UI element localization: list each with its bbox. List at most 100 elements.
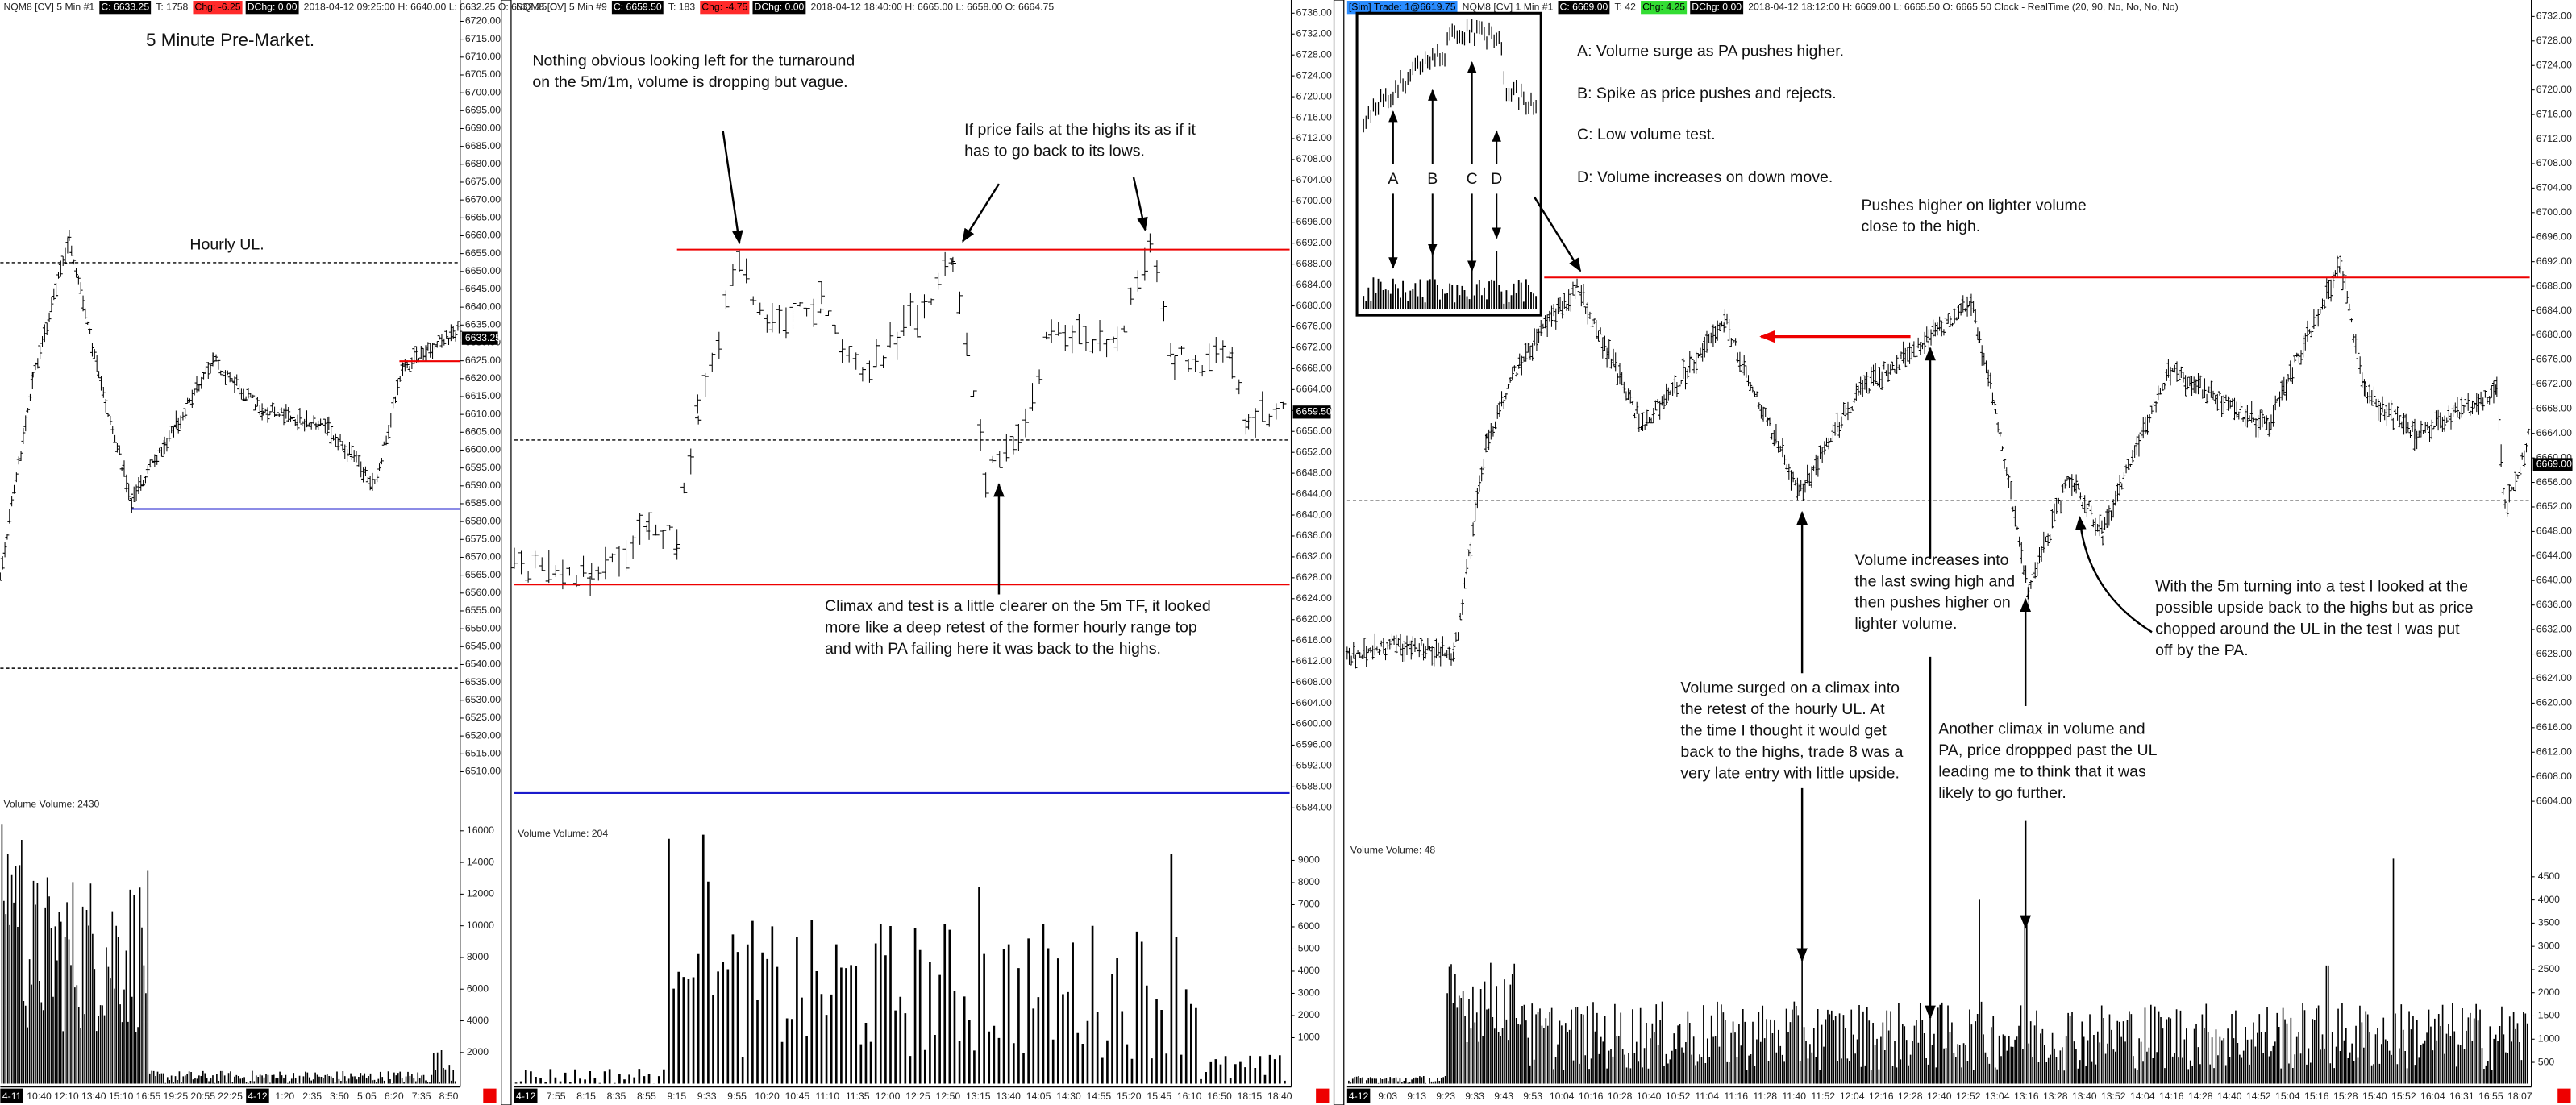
price-tick-label: 6515.00 (465, 748, 501, 759)
price-tick-label: 6620.00 (465, 372, 501, 384)
time-tick-label: 14:04 (2130, 1090, 2155, 1102)
price-tick-label: 6555.00 (465, 604, 501, 616)
time-tick-label: 20:55 (190, 1090, 215, 1102)
price-tick-label: 6684.00 (1296, 279, 1332, 290)
price-tick-label: 6675.00 (465, 176, 501, 187)
price-tick-label: 6640.00 (465, 301, 501, 312)
header-info: 2018-04-12 18:12:00 H: 6669.00 L: 6665.5… (1748, 1, 2178, 12)
annotation: Another climax in volume and (1938, 721, 2145, 738)
time-tick-label: 11:52 (1811, 1090, 1835, 1102)
annotation: 5 Minute Pre-Market. (146, 30, 314, 50)
annotation: PA, price droppped past the UL (1938, 742, 2157, 759)
header-box (99, 1, 152, 15)
price-tick-label: 6692.00 (2536, 255, 2572, 267)
price-tick-label: 6690.00 (465, 123, 501, 134)
time-tick-label: 10:40 (27, 1090, 52, 1102)
price-tick-label: 6570.00 (465, 551, 501, 563)
price-tick-label: 6724.00 (1296, 69, 1332, 81)
price-tick-label: 6680.00 (2536, 329, 2572, 340)
time-tick-label: 9:13 (1407, 1090, 1426, 1102)
header-close: C: 6633.25 (101, 1, 149, 12)
price-tick-label: 6656.00 (2536, 476, 2572, 488)
time-tick-label: 18:07 (2507, 1090, 2532, 1102)
time-tick-label: 11:28 (1753, 1090, 1777, 1102)
price-tick-label: 6610.00 (465, 408, 501, 419)
price-tick-label: 6724.00 (2536, 59, 2572, 70)
volume-tick-label: 3000 (1298, 987, 1320, 999)
time-tick-label: 10:16 (1579, 1090, 1604, 1102)
price-tick-label: 6608.00 (2536, 771, 2572, 782)
header-change: Chg: 4.25 (1642, 1, 1685, 12)
last-price-box (461, 331, 498, 345)
price-tick-label: 6728.00 (2536, 35, 2572, 46)
price-tick-label: 6592.00 (1296, 760, 1332, 771)
header-symbol: NQM8 [CV] 5 Min #9 (516, 1, 607, 12)
price-tick-label: 6704.00 (1296, 174, 1332, 185)
annotation: C: Low volume test. (1577, 126, 1716, 143)
time-tick-label: 8:35 (607, 1090, 626, 1102)
price-tick-label: 6712.00 (1296, 132, 1332, 143)
volume-tick-label: 3500 (2538, 917, 2560, 928)
time-tick-label: 14:28 (2188, 1090, 2213, 1102)
price-tick-label: 6560.00 (465, 587, 501, 598)
time-tick-label: 11:40 (1782, 1090, 1806, 1102)
time-tick-label: 9:33 (1465, 1090, 1484, 1102)
annotation: close to the high. (1861, 218, 1980, 235)
volume-tick-label: 2500 (2538, 963, 2560, 974)
time-tick-label: 11:10 (815, 1090, 839, 1102)
last-price-box (1292, 405, 1331, 419)
volume-tick-label: 10000 (467, 920, 494, 931)
header-info: 2018-04-12 18:40:00 H: 6665.00 L: 6658.0… (810, 1, 1054, 12)
header-box (1558, 1, 1610, 15)
price-tick-label: 6540.00 (465, 658, 501, 670)
time-tick-label: 10:04 (1550, 1090, 1575, 1102)
time-tick-label: 16:55 (2478, 1090, 2503, 1102)
arrow (1534, 196, 1582, 272)
price-tick-label: 6510.00 (465, 766, 501, 777)
time-tick-label: 16:50 (1207, 1090, 1232, 1102)
time-tick-label: 12:40 (1927, 1090, 1952, 1102)
time-tick-label: 4-12 (516, 1090, 536, 1102)
price-tick-label: 6616.00 (1296, 634, 1332, 646)
time-tick-label: 22:25 (218, 1090, 243, 1102)
corner-marker (483, 1088, 497, 1103)
price-tick-label: 6664.00 (1296, 384, 1332, 395)
price-tick-label: 6612.00 (1296, 655, 1332, 667)
annotation: back to the highs, trade 8 was a (1680, 743, 1903, 761)
header-info: 2018-04-12 09:25:00 H: 6640.00 L: 6632.2… (304, 1, 560, 12)
price-tick-label: 6652.00 (1296, 446, 1332, 457)
price-tick-label: 6696.00 (1296, 216, 1332, 227)
time-tick-label: 13:04 (1985, 1090, 2010, 1102)
time-axis-bar (514, 1086, 1328, 1105)
header-change: Chg: -4.75 (701, 1, 747, 12)
volume-tick-label: 6000 (1298, 920, 1320, 932)
time-tick-label: 14:52 (2246, 1090, 2271, 1102)
price-bars (1345, 255, 2531, 669)
header-box (193, 1, 243, 15)
price-tick-label: 6545.00 (465, 641, 501, 652)
price-tick-label: 6608.00 (1296, 676, 1332, 688)
volume-tick-label: 5000 (1298, 943, 1320, 954)
time-tick-label: 9:43 (1494, 1090, 1513, 1102)
header-ticks: T: 42 (1614, 1, 1636, 12)
corner-marker (1316, 1088, 1330, 1103)
header-sim: [Sim] Trade: 1@6619.75 (1349, 1, 1456, 12)
annotation: the last swing high and (1854, 572, 2015, 590)
price-tick-label: 6580.00 (465, 515, 501, 526)
header-day-change: DChg: 0.00 (1692, 1, 1742, 12)
inset-price (1363, 19, 1537, 133)
price-tick-label: 6620.00 (2536, 697, 2572, 708)
annotation: D: Volume increases on down move. (1577, 168, 1833, 186)
annotation: off by the PA. (2155, 642, 2249, 659)
volume-bars (1, 824, 456, 1084)
volume-tick-label: 9000 (1298, 854, 1320, 866)
price-tick-label: 6620.00 (1296, 613, 1332, 625)
time-tick-label: 12:28 (1898, 1090, 1923, 1102)
annotation: Volume surged on a climax into (1680, 679, 1900, 697)
time-tick-label: 2:35 (302, 1090, 322, 1102)
time-tick-label: 16:31 (2449, 1090, 2474, 1102)
price-tick-label: 6720.00 (2536, 84, 2572, 95)
volume-tick-label: 8000 (467, 951, 489, 962)
price-tick-label: 6672.00 (2536, 378, 2572, 389)
